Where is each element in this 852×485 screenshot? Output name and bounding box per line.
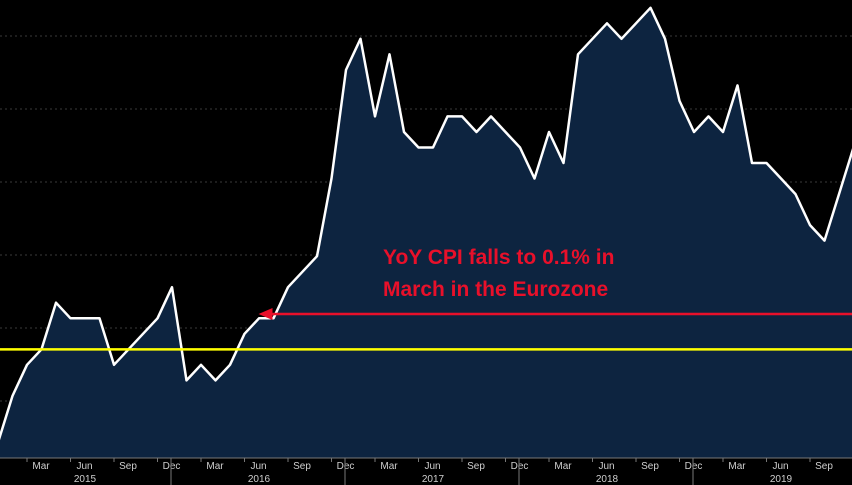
- x-year-label: 2019: [770, 474, 793, 485]
- x-tick-label: Jun: [772, 461, 788, 472]
- x-tick-label: Jun: [424, 461, 440, 472]
- x-tick-label: Mar: [728, 461, 746, 472]
- x-tick-label: Sep: [641, 461, 659, 472]
- x-tick-label: Mar: [554, 461, 572, 472]
- x-year-label: 2016: [248, 474, 271, 485]
- x-tick-label: Jun: [250, 461, 266, 472]
- x-tick-label: Jun: [598, 461, 614, 472]
- x-year-label: 2015: [74, 474, 97, 485]
- annotation-line-2: March in the Eurozone: [383, 278, 609, 301]
- cpi-area-fill: [0, 7, 852, 458]
- cpi-series-line: [0, 6, 852, 441]
- annotation-text: YoY CPI falls to 0.1% in March in the Eu…: [383, 242, 614, 306]
- x-year-label: 2018: [596, 474, 619, 485]
- x-tick-label: Mar: [32, 461, 50, 472]
- x-tick-label: Mar: [380, 461, 398, 472]
- x-year-label: 2017: [422, 474, 445, 485]
- x-axis-background: [0, 458, 852, 485]
- x-tick-label: Sep: [467, 461, 485, 472]
- x-axis: MarJunSepDecMarJunSepDecMarJunSepDecMarJ…: [0, 457, 852, 485]
- x-tick-label: Sep: [293, 461, 311, 472]
- x-tick-label: Sep: [815, 461, 833, 472]
- annotation-line-1: YoY CPI falls to 0.1% in: [383, 246, 615, 269]
- x-tick-label: Jun: [76, 461, 92, 472]
- x-tick-label: Mar: [206, 461, 224, 472]
- x-tick-label: Sep: [119, 461, 137, 472]
- annotation-arrow-head: [258, 308, 273, 320]
